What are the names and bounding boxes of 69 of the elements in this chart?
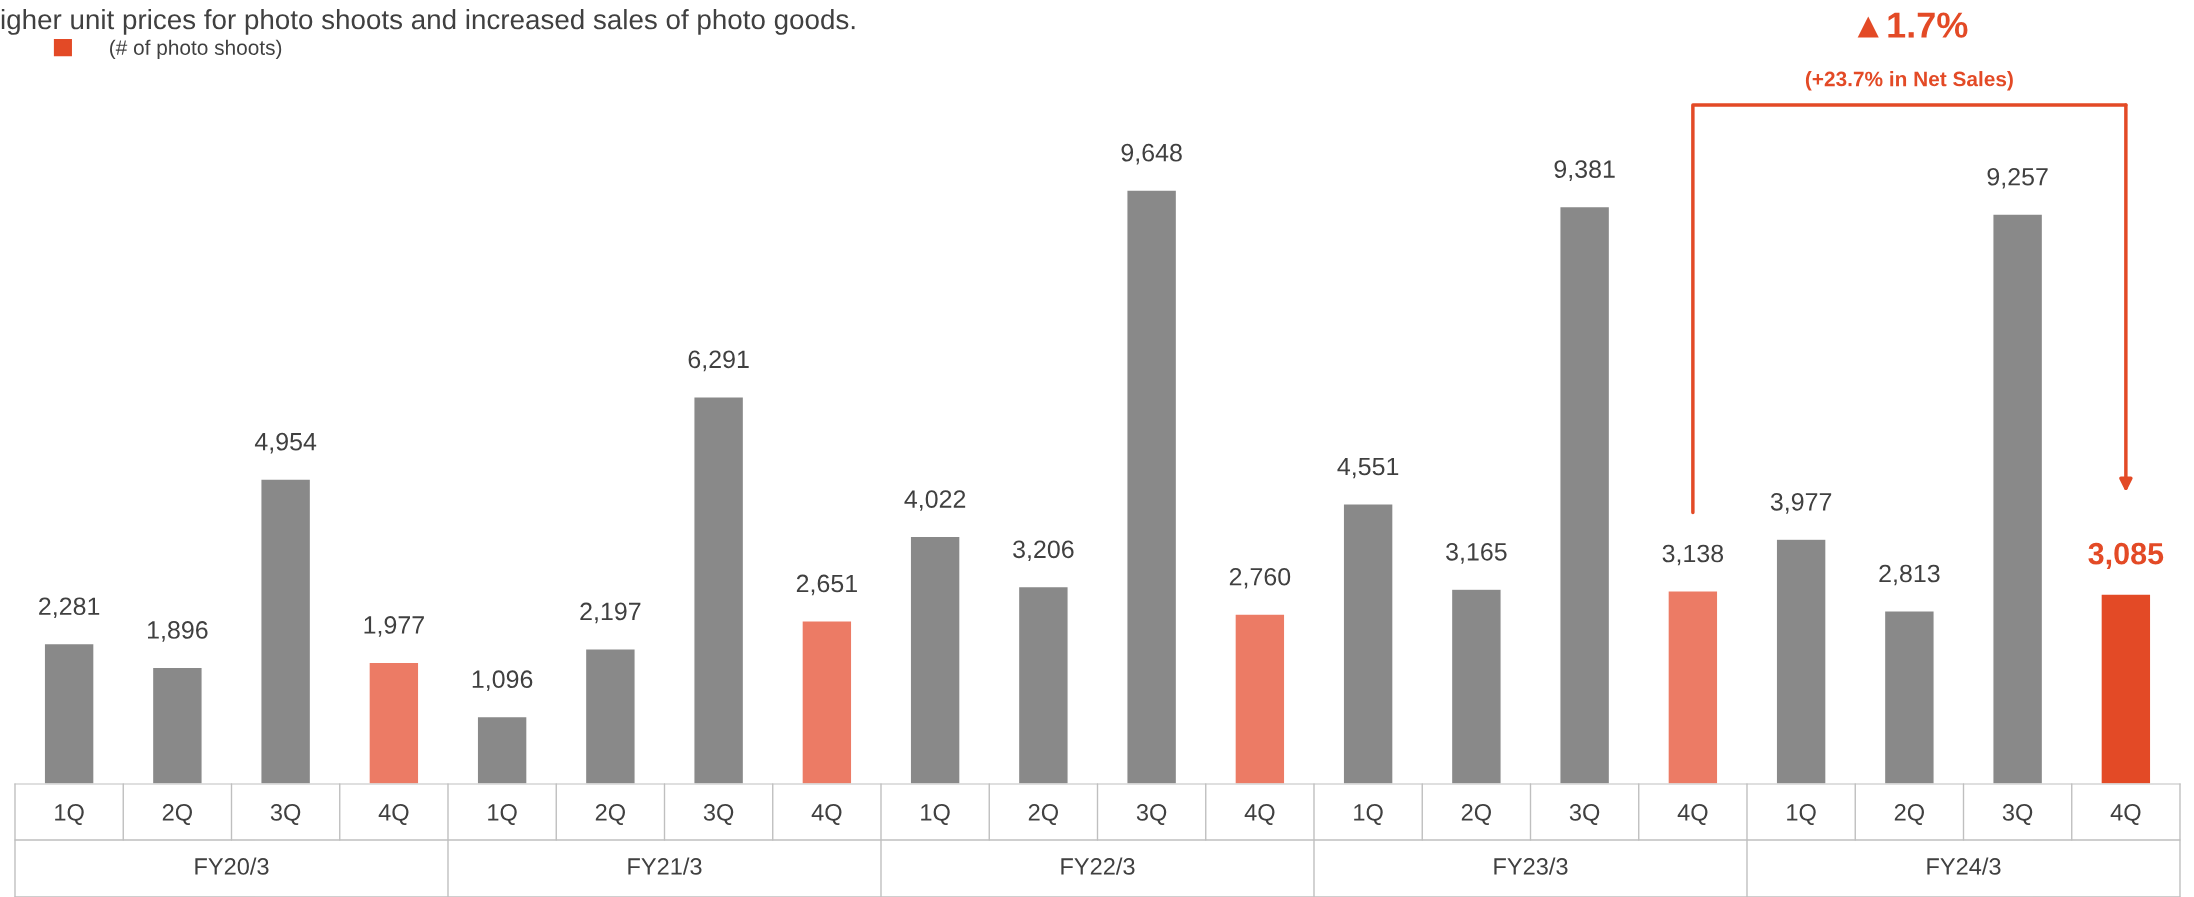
data-label: 3,206	[1013, 540, 1074, 562]
text: ▲1.7%	[1857, 12, 1968, 38]
x-tick-label: 3Q	[703, 804, 734, 826]
bar	[801, 620, 853, 784]
data-label: 2,813	[1879, 564, 1940, 586]
x-tick-label: 1Q	[1787, 804, 1816, 826]
bar	[1992, 213, 2044, 784]
bar	[1450, 588, 1502, 784]
data-label: 1,096	[472, 670, 533, 692]
bar	[1883, 610, 1935, 784]
data-label: 9,381	[1554, 160, 1615, 181]
bar	[1667, 590, 1719, 784]
x-tick-label: 3Q	[1569, 804, 1600, 826]
x-tick-label: 1Q	[488, 804, 517, 826]
data-label: 1,896	[148, 621, 208, 642]
x-tick-label: 3Q	[270, 804, 301, 826]
data-label: 4,551	[1337, 457, 1399, 479]
x-tick-label: 4Q	[811, 804, 842, 826]
x-tick-label: 3Q	[2002, 804, 2033, 826]
x-tick-label: 3Q	[1136, 804, 1167, 826]
x-tick-label: 1Q	[55, 804, 84, 826]
x-tick-label: 2Q	[162, 804, 192, 826]
text: FY24/3	[1927, 857, 2001, 875]
data-label: 4,022	[904, 490, 966, 511]
x-tick-label: 4Q	[378, 804, 409, 826]
data-label: 4,954	[254, 432, 317, 454]
bar	[43, 642, 95, 784]
bar	[1126, 189, 1178, 784]
data-label: 9,257	[1987, 167, 2048, 189]
bar	[1775, 538, 1827, 784]
bar	[1234, 613, 1286, 784]
x-tick-label: 4Q	[1677, 804, 1708, 826]
bar	[151, 666, 203, 784]
bar	[1017, 585, 1069, 784]
text: FY20/3	[195, 857, 269, 875]
data-label: 1,977	[364, 616, 424, 637]
bar	[260, 478, 312, 784]
x-tick-label: 2Q	[1028, 804, 1058, 826]
data-label: 2,651	[796, 574, 857, 596]
data-label: 2,197	[580, 602, 641, 624]
x-tick-label: 2Q	[1461, 804, 1491, 826]
text: (+23.7% in Net Sales)	[1805, 71, 2013, 91]
legend-label: (# of photo shoots)	[110, 39, 282, 60]
data-label: 2,281	[39, 597, 100, 619]
data-label: 3,165	[1446, 542, 1507, 564]
text: FY22/3	[1061, 857, 1135, 875]
data-label: 2,760	[1229, 567, 1291, 589]
text: FY23/3	[1494, 857, 1568, 875]
x-tick-label: 2Q	[595, 804, 625, 826]
bar	[909, 535, 961, 784]
text: FY21/3	[628, 857, 702, 875]
data-label: 3,085	[2088, 542, 2164, 569]
bar	[1342, 503, 1394, 784]
data-label: 9,648	[1121, 143, 1182, 165]
bar	[1559, 205, 1611, 784]
x-tick-label: 4Q	[2110, 804, 2141, 826]
data-label: 6,291	[688, 350, 749, 372]
x-tick-label: 2Q	[1894, 804, 1924, 826]
bar	[476, 715, 528, 784]
bar	[584, 648, 636, 784]
bar	[693, 395, 745, 784]
bar	[2100, 593, 2152, 784]
data-label: 3,138	[1662, 544, 1724, 566]
x-tick-label: 4Q	[1244, 804, 1275, 826]
data-label: 3,977	[1770, 492, 1832, 514]
chart-title: igher unit prices for photo shoots and increased sales of photo goods.	[1, 8, 855, 35]
bar	[368, 661, 420, 784]
x-tick-label: 1Q	[921, 804, 950, 826]
x-tick-label: 1Q	[1354, 804, 1383, 826]
